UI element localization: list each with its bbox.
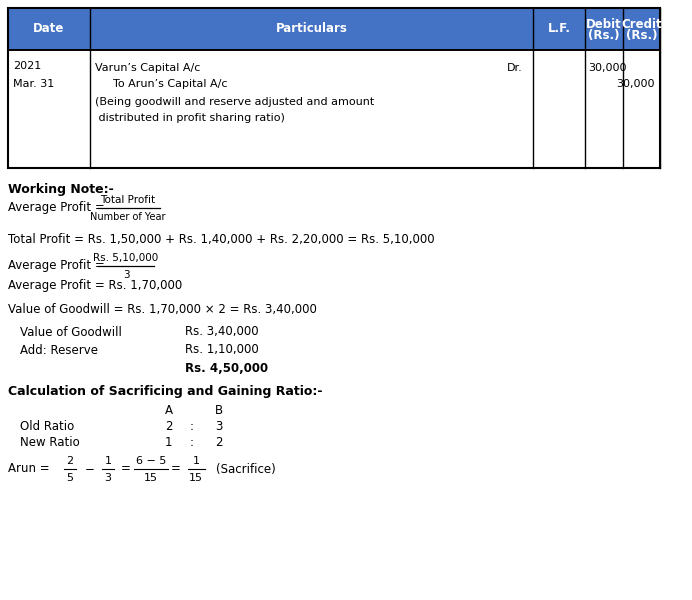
Text: 1: 1	[192, 456, 199, 466]
Text: Value of Goodwill = Rs. 1,70,000 × 2 = Rs. 3,40,000: Value of Goodwill = Rs. 1,70,000 × 2 = R…	[8, 304, 317, 317]
Text: Average Profit =: Average Profit =	[8, 202, 109, 214]
Text: Arun =: Arun =	[8, 463, 53, 475]
Text: 2: 2	[66, 456, 73, 466]
Text: Varun’s Capital A/c: Varun’s Capital A/c	[95, 63, 201, 73]
Text: Working Note:-: Working Note:-	[8, 184, 113, 196]
Text: B: B	[215, 403, 223, 416]
Text: Total Profit = Rs. 1,50,000 + Rs. 1,40,000 + Rs. 2,20,000 = Rs. 5,10,000: Total Profit = Rs. 1,50,000 + Rs. 1,40,0…	[8, 233, 435, 247]
Text: New Ratio: New Ratio	[20, 437, 80, 449]
Text: 15: 15	[189, 473, 203, 483]
Text: 5: 5	[66, 473, 73, 483]
Text: Debit: Debit	[586, 17, 622, 31]
Text: 30,000: 30,000	[617, 79, 655, 89]
Text: Total Profit: Total Profit	[100, 195, 156, 205]
Text: A: A	[165, 403, 173, 416]
Text: −: −	[85, 463, 95, 475]
Text: :: :	[190, 421, 194, 433]
Text: 3: 3	[215, 421, 222, 433]
Bar	[8, 8, 660, 50]
Text: 6 − 5: 6 − 5	[136, 456, 166, 466]
Text: =: =	[121, 463, 131, 475]
Text: L.F.: L.F.	[547, 22, 570, 35]
Text: Dr.: Dr.	[507, 63, 523, 73]
Text: Add: Reserve: Add: Reserve	[20, 343, 98, 356]
Text: 2: 2	[215, 437, 223, 449]
Text: 1: 1	[165, 437, 172, 449]
Text: (Sacrifice): (Sacrifice)	[216, 463, 275, 475]
Text: Particulars: Particulars	[275, 22, 347, 35]
Text: (Being goodwill and reserve adjusted and amount: (Being goodwill and reserve adjusted and…	[95, 97, 374, 107]
Text: 15: 15	[144, 473, 158, 483]
Text: Average Profit = Rs. 1,70,000: Average Profit = Rs. 1,70,000	[8, 280, 182, 292]
Text: (Rs.): (Rs.)	[626, 29, 657, 43]
Bar	[8, 50, 660, 168]
Text: 2: 2	[165, 421, 172, 433]
Text: Number of Year: Number of Year	[90, 212, 166, 222]
Text: Average Profit =: Average Profit =	[8, 259, 109, 272]
Text: Date: Date	[33, 22, 64, 35]
Text: Calculation of Sacrificing and Gaining Ratio:-: Calculation of Sacrificing and Gaining R…	[8, 385, 322, 398]
Text: Mar. 31: Mar. 31	[13, 79, 54, 89]
Text: =: =	[171, 463, 181, 475]
Text: Credit: Credit	[621, 17, 662, 31]
Text: Rs. 1,10,000: Rs. 1,10,000	[185, 343, 259, 356]
Text: :: :	[190, 437, 194, 449]
Text: 30,000: 30,000	[588, 63, 626, 73]
Text: 3: 3	[104, 473, 111, 483]
Text: Value of Goodwill: Value of Goodwill	[20, 325, 122, 338]
Text: distributed in profit sharing ratio): distributed in profit sharing ratio)	[95, 113, 285, 123]
Text: 2021: 2021	[13, 61, 42, 71]
Bar	[8, 8, 660, 168]
Text: Rs. 3,40,000: Rs. 3,40,000	[185, 325, 259, 338]
Text: 3: 3	[122, 270, 129, 280]
Text: To Arun’s Capital A/c: To Arun’s Capital A/c	[113, 79, 228, 89]
Text: 1: 1	[104, 456, 111, 466]
Text: Rs. 4,50,000: Rs. 4,50,000	[185, 361, 268, 374]
Text: (Rs.): (Rs.)	[588, 29, 620, 43]
Text: Rs. 5,10,000: Rs. 5,10,000	[93, 253, 158, 263]
Text: Old Ratio: Old Ratio	[20, 421, 74, 433]
